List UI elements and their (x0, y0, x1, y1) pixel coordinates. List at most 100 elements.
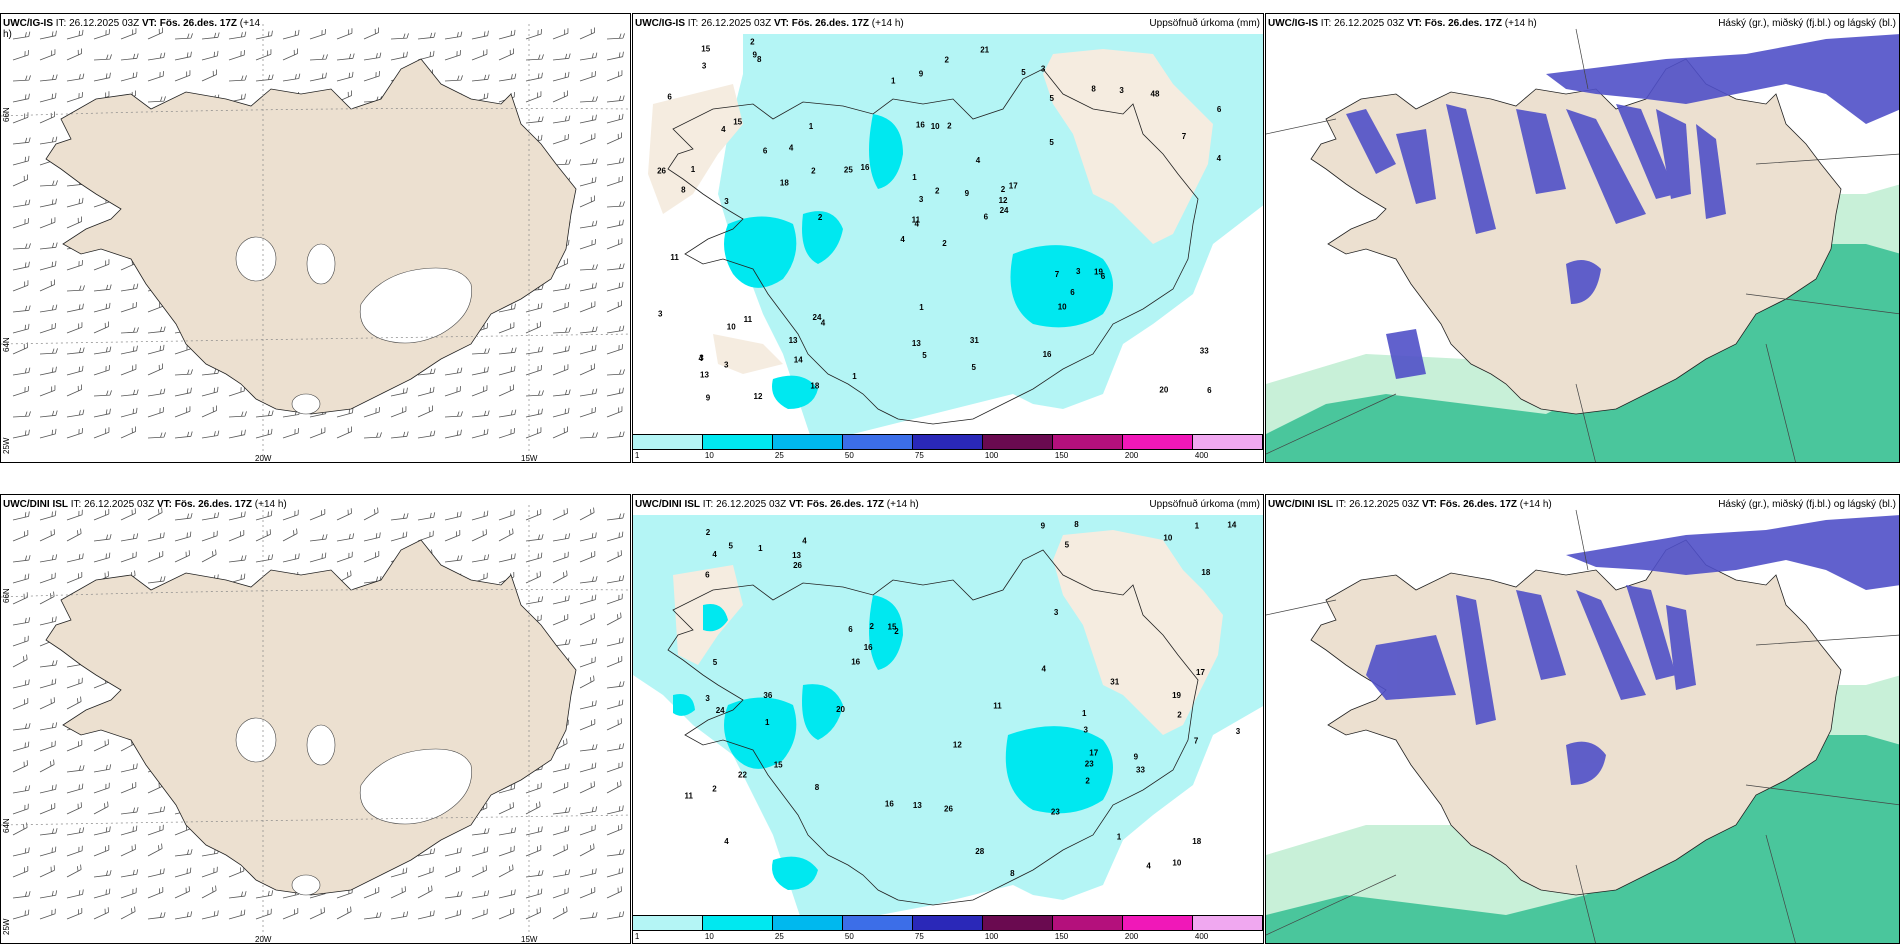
precip-value: 3 (919, 195, 924, 204)
wind-barb (201, 32, 220, 40)
wind-barb (120, 782, 137, 794)
wind-barb (579, 781, 595, 794)
wind-barb (147, 363, 164, 376)
wind-barb (39, 554, 58, 563)
precip-value: 5 (1021, 68, 1026, 77)
wind-barb (552, 90, 569, 103)
colorbar-label: 75 (914, 932, 924, 941)
cloud-map (1266, 28, 1899, 462)
wind-barb (606, 593, 623, 605)
wind-barb (579, 507, 595, 521)
wind-barb (552, 345, 570, 355)
precip-value: 5 (922, 351, 927, 360)
iceland-land (45, 58, 577, 415)
colorbar-cell (773, 435, 843, 449)
wind-barb (147, 27, 164, 40)
wind-barb (12, 50, 29, 61)
wind-barb (147, 843, 163, 857)
wind-barb (282, 908, 299, 920)
wind-barb (120, 327, 139, 334)
wind-barb (498, 509, 515, 521)
precip-colorbar: 1 10 25 50 75 100 150 200 400 (633, 915, 1263, 943)
colorbar-cell (773, 916, 843, 930)
wind-barb (201, 69, 218, 82)
wind-barb (228, 891, 247, 899)
precip-map: 2443243256863645121641116131410176159874… (648, 34, 1263, 444)
wind-barb (66, 528, 82, 542)
precip-value: 15 (888, 623, 897, 632)
wind-barb (93, 390, 112, 397)
lat-label-bottom: 25W (2, 437, 11, 454)
colorbar-label: 400 (1194, 932, 1209, 941)
wind-barb (606, 656, 623, 668)
precip-cyan-areas (673, 595, 1113, 890)
precip-value: 5 (972, 363, 977, 372)
wind-barb (12, 822, 28, 836)
wind-barb (66, 864, 82, 878)
wind-barb (12, 323, 30, 334)
colorbar-cell (703, 435, 773, 449)
precip-value-labels: 2443243256863645121641116131410176159874… (657, 37, 1222, 402)
wind-barb (12, 847, 30, 857)
wind-barb (66, 765, 85, 773)
precip-value: 1 (891, 76, 896, 85)
wind-barb (525, 888, 543, 899)
wind-barb (579, 301, 596, 313)
wind-barb (606, 300, 623, 313)
precip-value: 4 (789, 144, 794, 153)
colorbar-label: 1 (634, 451, 640, 460)
wind-barb (444, 31, 463, 40)
wind-barb (606, 406, 623, 418)
wind-barb (525, 782, 542, 794)
wind-barb (39, 111, 56, 124)
wind-barb (39, 828, 58, 836)
wind-barb (471, 49, 488, 61)
wind-barb (606, 281, 624, 292)
colorbar-label: 100 (984, 451, 999, 460)
glacier (291, 393, 321, 415)
wind-barb (39, 180, 58, 187)
wind-barb (579, 824, 596, 836)
wind-barb (309, 534, 328, 542)
precip-value: 24 (716, 706, 725, 715)
wind-barb (93, 346, 112, 355)
wind-barb (390, 867, 408, 878)
precip-value: 9 (1134, 752, 1139, 761)
panel-field-label: Uppsöfnuð úrkoma (mm) (1149, 499, 1260, 510)
wind-barb (498, 528, 514, 542)
wind-barb (552, 570, 568, 584)
wind-barb (417, 530, 434, 542)
wind-barb (579, 594, 597, 605)
precip-value: 20 (836, 705, 845, 714)
colorbar-cell (843, 435, 913, 449)
wind-barb (606, 575, 625, 584)
wind-barb (579, 239, 596, 250)
wind-barb (12, 305, 31, 313)
wind-barb (579, 363, 596, 376)
wind-barb (66, 509, 83, 521)
precip-value: 1 (1082, 709, 1087, 718)
wind-barb (552, 426, 569, 439)
wind-barb (228, 31, 247, 40)
wind-barb (66, 303, 84, 313)
glacier-vatnajokull (359, 748, 472, 825)
wind-barb (579, 176, 597, 187)
wind-barb (12, 530, 29, 542)
precip-value: 3 (1041, 65, 1046, 74)
wind-barb (579, 613, 595, 626)
precip-value: 10 (1163, 534, 1172, 543)
wind-barb (39, 260, 57, 271)
wind-barb (552, 551, 569, 563)
precip-value: 16 (916, 121, 925, 130)
precip-value: 2 (818, 213, 823, 222)
wind-barb (498, 347, 517, 355)
wind-barb (201, 50, 219, 61)
wind-barb (66, 73, 85, 82)
wind-barb (444, 555, 463, 563)
wind-barb (93, 888, 111, 899)
wind-barb (336, 906, 352, 920)
precip-value: 3 (1076, 267, 1081, 276)
wind-barb (498, 864, 514, 878)
wind-barb (147, 806, 166, 815)
wind-barb (255, 908, 272, 920)
